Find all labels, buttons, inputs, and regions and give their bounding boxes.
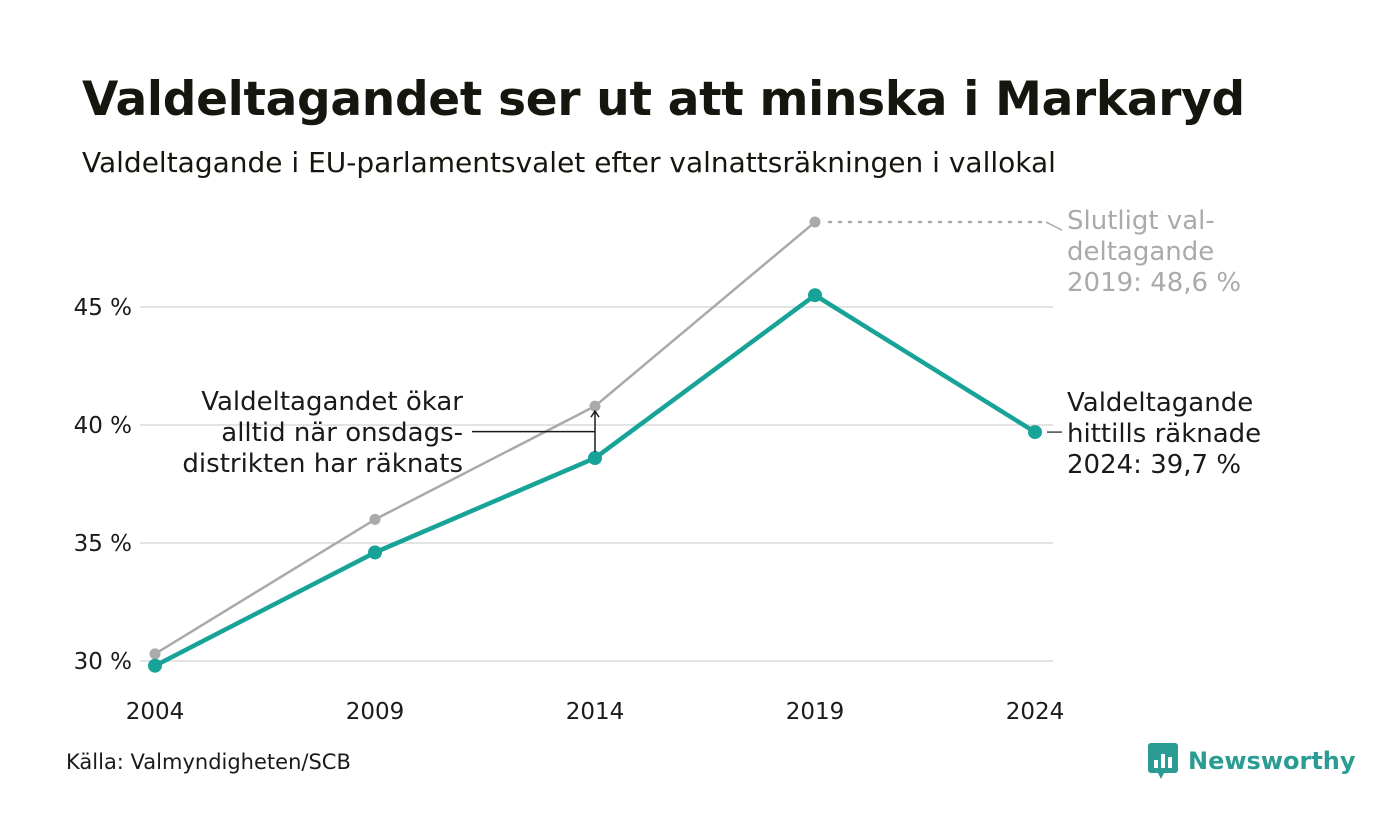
wednesday-note-line: distrikten har räknats <box>182 449 463 479</box>
preliminary-series-point <box>808 288 822 303</box>
wednesday-arrowhead <box>590 409 600 418</box>
y-tick-label: 30 % <box>74 649 132 675</box>
source-note: Källa: Valmyndigheten/SCB <box>66 750 351 774</box>
preliminary-series-line <box>152 292 1038 668</box>
preliminary-series-point <box>368 545 382 560</box>
wednesday-note-line: Valdeltagandet ökar <box>201 387 463 417</box>
final-series-point <box>809 216 821 228</box>
preliminary-label-line: hittills räknade <box>1067 419 1261 449</box>
final-label-connector <box>1045 221 1063 231</box>
newsworthy-logo-icon <box>1148 743 1178 779</box>
final-series-point <box>369 513 381 525</box>
brand-name: Newsworthy <box>1188 747 1356 775</box>
final-label-line: Slutligt val- <box>1067 206 1215 236</box>
final-label-line: 2019: 48,6 % <box>1067 268 1241 298</box>
chart-subtitle: Valdeltagande i EU-parlamentsvalet efter… <box>82 146 1056 179</box>
y-tick-label: 40 % <box>74 413 132 439</box>
x-tick-label: 2009 <box>346 699 405 725</box>
chart-title: Valdeltagandet ser ut att minska i Marka… <box>82 72 1245 127</box>
y-tick-label: 35 % <box>74 531 132 557</box>
preliminary-series-point <box>588 451 602 466</box>
x-tick-label: 2019 <box>786 699 845 725</box>
x-tick-label: 2014 <box>566 699 625 725</box>
wednesday-note-line: alltid när onsdags- <box>221 418 463 448</box>
preliminary-label-line: Valdeltagande <box>1067 388 1253 418</box>
x-tick-label: 2004 <box>126 699 185 725</box>
preliminary-series-point <box>1028 425 1042 440</box>
x-tick-label: 2024 <box>1006 699 1065 725</box>
brand-logo: Newsworthy <box>1148 743 1356 779</box>
final-series-line <box>153 220 817 656</box>
y-tick-label: 45 % <box>74 295 132 321</box>
final-series-point <box>149 648 161 660</box>
final-series-point <box>589 400 601 412</box>
final-label-line: deltagande <box>1067 237 1214 267</box>
preliminary-label-line: 2024: 39,7 % <box>1067 450 1241 480</box>
preliminary-series-point <box>148 658 162 673</box>
